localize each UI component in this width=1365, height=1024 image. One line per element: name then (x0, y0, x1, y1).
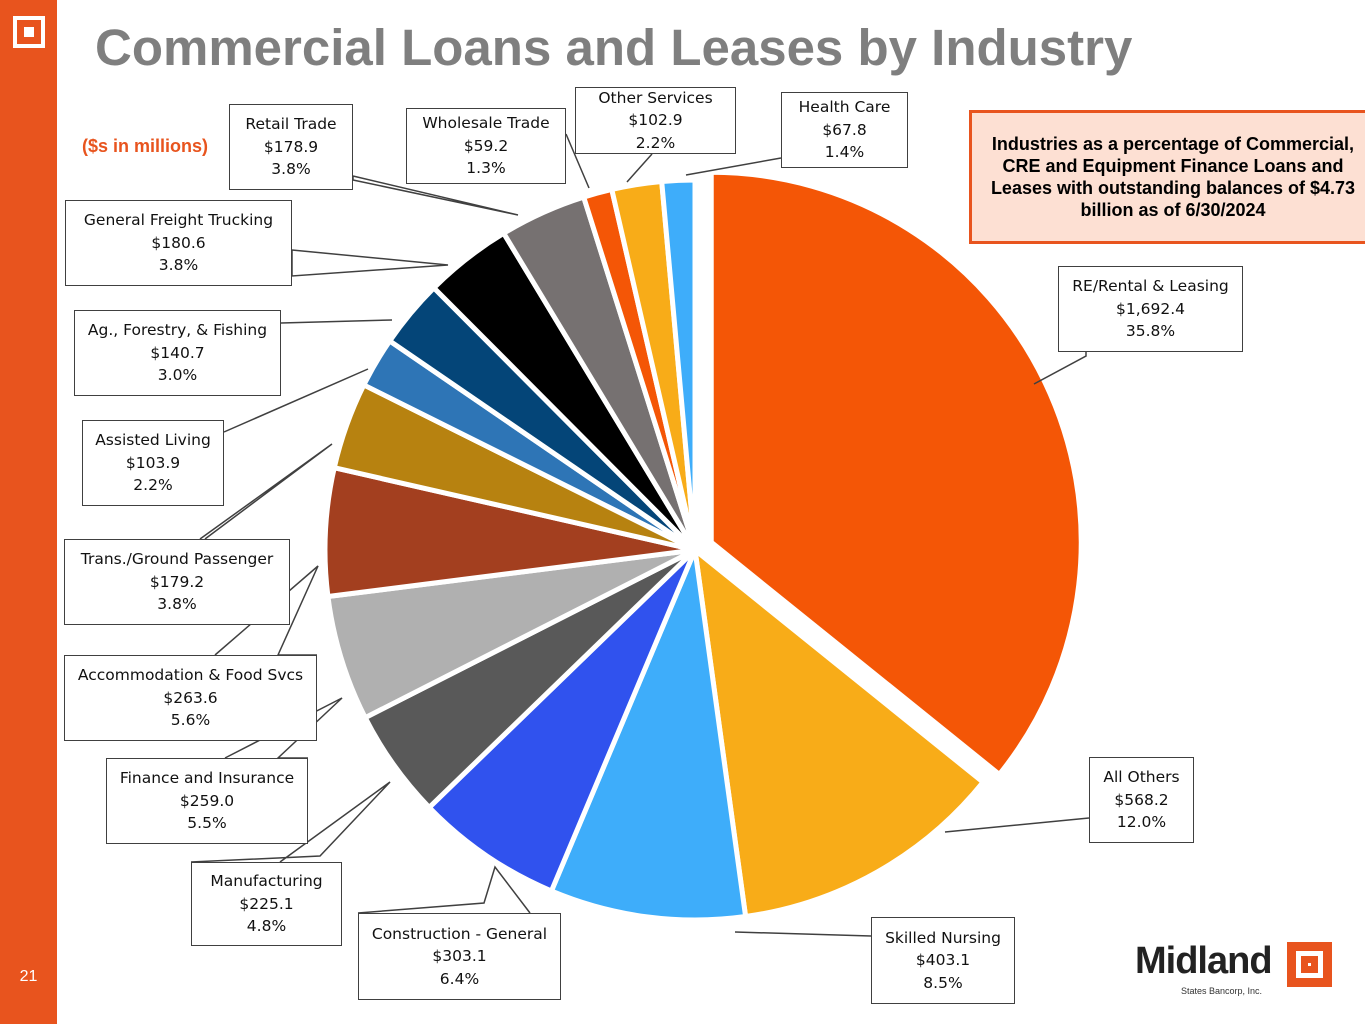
slice-name: General Freight Trucking (83, 211, 274, 230)
midland-logo-icon (13, 16, 45, 48)
page-number: 21 (19, 968, 38, 985)
pie-slice-re-rental-leasing (708, 169, 1084, 777)
slice-percent: 2.2% (133, 476, 173, 495)
slice-label: Ag., Forestry, & Fishing $140.7 3.0% (74, 310, 281, 396)
pie-slice-skilled-nursing (548, 547, 749, 923)
slice-label: All Others $568.2 12.0% (1089, 757, 1194, 843)
slice-name: Wholesale Trade (422, 114, 550, 133)
slice-percent: 8.5% (923, 973, 963, 992)
slice-value: $263.6 (163, 688, 218, 707)
slice-value: $259.0 (179, 791, 235, 810)
leader-line (280, 319, 393, 324)
slice-percent: 6.4% (439, 969, 480, 988)
slice-percent: 1.4% (824, 143, 865, 162)
slice-percent: 12.0% (1116, 813, 1167, 832)
pie-slice-accommodation-food-svcs (322, 465, 698, 600)
sidebar-band: 21 (0, 0, 57, 1024)
slice-percent: 5.6% (170, 711, 211, 730)
slice-label: Construction - General $303.1 6.4% (358, 913, 561, 1000)
slice-name: Trans./Ground Passenger (80, 550, 274, 569)
slice-label: Health Care $67.8 1.4% (781, 92, 908, 168)
pie-slice-health-care (659, 177, 698, 553)
slice-value: $102.9 (628, 111, 683, 130)
slice-percent: 3.8% (271, 160, 311, 179)
leader-line (357, 865, 531, 914)
slice-name: Skilled Nursing (885, 928, 1001, 947)
brand-wordmark: Midland (1135, 940, 1273, 982)
slice-value: $179.2 (149, 572, 205, 591)
slice-value: $225.1 (239, 894, 294, 913)
slice-name: Ag., Forestry, & Fishing (87, 321, 268, 340)
slice-label: Trans./Ground Passenger $179.2 3.8% (64, 539, 290, 625)
slice-value: $67.8 (822, 120, 867, 139)
slice-percent: 35.8% (1125, 322, 1176, 341)
leader-line (685, 157, 782, 176)
slice-label: Finance and Insurance $259.0 5.5% (106, 758, 308, 844)
slice-value: $140.7 (150, 343, 205, 362)
slice-label: Wholesale Trade $59.2 1.3% (406, 108, 566, 184)
slice-label: Other Services $102.9 2.2% (575, 87, 736, 154)
slice-percent: 3.8% (158, 256, 199, 275)
slice-label: RE/Rental & Leasing $1,692.4 35.8% (1058, 266, 1243, 352)
brand-subtitle: States Bancorp, Inc. (1181, 986, 1263, 996)
slice-name: RE/Rental & Leasing (1072, 277, 1229, 296)
leader-line (944, 817, 1090, 833)
slice-label: Retail Trade $178.9 3.8% (229, 104, 353, 190)
brand-logo: Midland States Bancorp, Inc. (1135, 940, 1335, 1000)
leader-line (1033, 352, 1087, 385)
summary-callout-text: Industries as a percentage of Commercial… (990, 134, 1356, 220)
leader-line (626, 153, 653, 183)
slice-name: Construction - General (371, 924, 548, 943)
leader-line (352, 175, 519, 216)
leader-line (291, 249, 449, 277)
slice-name: Assisted Living (95, 431, 211, 450)
leader-line (734, 931, 872, 937)
slice-label: Manufacturing $225.1 4.8% (191, 862, 342, 946)
slice-name: Finance and Insurance (119, 769, 295, 788)
slice-percent: 3.8% (157, 595, 197, 614)
leader-line (199, 443, 333, 540)
leader-line (190, 781, 391, 863)
slice-value: $178.9 (263, 137, 319, 156)
slice-percent: 4.8% (246, 917, 287, 936)
pie-slice-construction-general (426, 547, 698, 894)
slice-value: $59.2 (463, 136, 509, 155)
slice-percent: 1.3% (466, 159, 506, 178)
slice-label: Assisted Living $103.9 2.2% (82, 420, 224, 506)
leader-line (223, 368, 369, 433)
slice-value: $403.1 (915, 951, 971, 970)
slice-label: Accommodation & Food Svcs $263.6 5.6% (64, 655, 317, 741)
slice-name: Other Services (598, 88, 713, 107)
slice-label: Skilled Nursing $403.1 8.5% (871, 917, 1015, 1004)
summary-callout: Industries as a percentage of Commercial… (969, 110, 1365, 244)
pie-slice-all-others (692, 547, 986, 920)
page-title: Commercial Loans and Leases by Industry (95, 19, 1133, 76)
slice-name: Retail Trade (245, 115, 337, 134)
slice-value: $568.2 (1114, 790, 1169, 809)
slice-name: Health Care (798, 98, 891, 117)
slice-value: $303.1 (432, 947, 487, 966)
slice-value: $103.9 (125, 453, 181, 472)
slice-percent: 5.5% (187, 814, 227, 833)
slice-value: $1,692.4 (1115, 299, 1186, 318)
slice-name: Manufacturing (210, 872, 323, 891)
slice-label: General Freight Trucking $180.6 3.8% (65, 200, 292, 286)
brand-mark-icon (1287, 942, 1332, 987)
slice-name: All Others (1103, 768, 1180, 787)
slice-percent: 3.0% (157, 366, 198, 385)
slice-name: Accommodation & Food Svcs (77, 666, 304, 685)
units-note: ($s in millions) (82, 136, 209, 156)
slice-percent: 2.2% (635, 133, 676, 152)
slice-value: $180.6 (151, 233, 206, 252)
leader-line (565, 133, 590, 189)
